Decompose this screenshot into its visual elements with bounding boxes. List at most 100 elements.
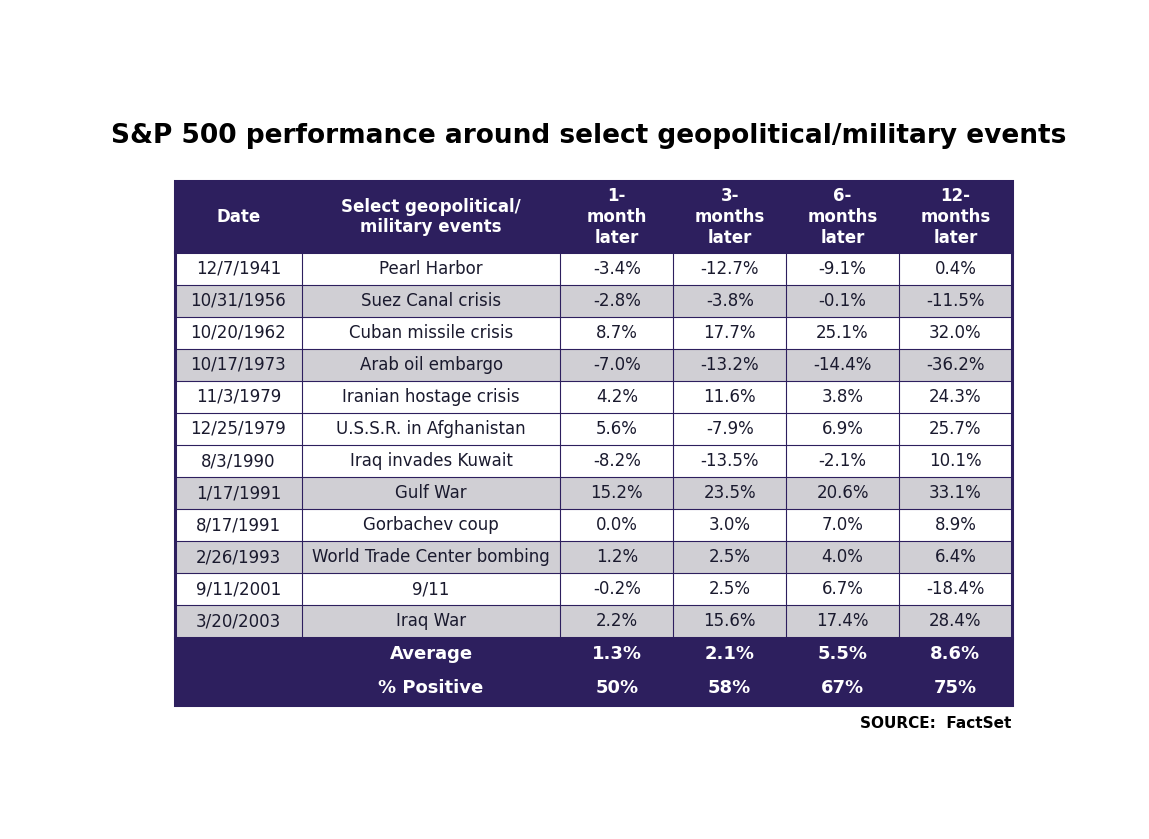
Text: 25.7%: 25.7% xyxy=(930,420,981,438)
Bar xyxy=(175,181,302,253)
Text: Gulf War: Gulf War xyxy=(395,484,466,503)
Text: 12/25/1979: 12/25/1979 xyxy=(191,420,286,438)
Bar xyxy=(302,349,561,381)
Text: 10/20/1962: 10/20/1962 xyxy=(191,324,286,341)
Text: -0.2%: -0.2% xyxy=(593,581,641,598)
Bar xyxy=(175,541,302,573)
Text: 32.0%: 32.0% xyxy=(930,324,981,341)
Bar xyxy=(302,573,561,606)
Text: 1.3%: 1.3% xyxy=(592,645,642,664)
Bar xyxy=(175,381,302,413)
Text: 1.2%: 1.2% xyxy=(596,549,638,566)
Text: 6.4%: 6.4% xyxy=(934,549,977,566)
Bar xyxy=(302,477,561,509)
Text: 33.1%: 33.1% xyxy=(930,484,981,503)
Text: 2.5%: 2.5% xyxy=(709,581,750,598)
Bar xyxy=(175,413,302,445)
Text: -7.9%: -7.9% xyxy=(705,420,754,438)
Bar xyxy=(561,284,673,316)
Bar xyxy=(561,671,673,705)
Bar xyxy=(302,606,561,638)
Bar xyxy=(899,671,1012,705)
Bar xyxy=(673,477,786,509)
Bar xyxy=(175,573,302,606)
Bar xyxy=(175,477,302,509)
Text: 15.2%: 15.2% xyxy=(591,484,643,503)
Text: U.S.S.R. in Afghanistan: U.S.S.R. in Afghanistan xyxy=(337,420,526,438)
Bar xyxy=(561,445,673,477)
Bar xyxy=(561,181,673,253)
Text: -0.1%: -0.1% xyxy=(818,292,866,310)
Bar xyxy=(673,349,786,381)
Bar xyxy=(175,445,302,477)
Text: 17.7%: 17.7% xyxy=(703,324,756,341)
Bar xyxy=(673,541,786,573)
Bar xyxy=(899,413,1012,445)
Bar xyxy=(561,316,673,349)
Bar xyxy=(561,477,673,509)
Text: 58%: 58% xyxy=(708,679,751,697)
Text: 8.9%: 8.9% xyxy=(934,516,977,534)
Text: 25.1%: 25.1% xyxy=(816,324,869,341)
Text: 9/11: 9/11 xyxy=(412,581,449,598)
Bar xyxy=(561,541,673,573)
Text: 10.1%: 10.1% xyxy=(930,452,981,470)
Text: 23.5%: 23.5% xyxy=(703,484,756,503)
Text: 12-
months
later: 12- months later xyxy=(920,187,990,247)
Text: -3.4%: -3.4% xyxy=(593,259,641,278)
Bar xyxy=(302,509,561,541)
Bar xyxy=(673,413,786,445)
Bar xyxy=(673,671,786,705)
Text: -13.5%: -13.5% xyxy=(701,452,759,470)
Text: -12.7%: -12.7% xyxy=(701,259,759,278)
Bar xyxy=(899,284,1012,316)
Text: 2/26/1993: 2/26/1993 xyxy=(195,549,280,566)
Text: 17.4%: 17.4% xyxy=(816,612,869,630)
Text: 4.2%: 4.2% xyxy=(596,388,638,406)
Bar xyxy=(786,445,899,477)
Bar xyxy=(175,671,302,705)
Text: 9/11/2001: 9/11/2001 xyxy=(195,581,280,598)
Text: Suez Canal crisis: Suez Canal crisis xyxy=(361,292,501,310)
Text: 4.0%: 4.0% xyxy=(822,549,864,566)
Text: 10/17/1973: 10/17/1973 xyxy=(191,356,286,374)
Text: Pearl Harbor: Pearl Harbor xyxy=(379,259,483,278)
Text: Arab oil embargo: Arab oil embargo xyxy=(360,356,502,374)
Text: 24.3%: 24.3% xyxy=(930,388,981,406)
Text: 10/31/1956: 10/31/1956 xyxy=(191,292,286,310)
Bar xyxy=(899,181,1012,253)
Bar xyxy=(673,253,786,284)
Text: 2.1%: 2.1% xyxy=(704,645,755,664)
Text: Iraq invades Kuwait: Iraq invades Kuwait xyxy=(349,452,512,470)
Bar xyxy=(786,349,899,381)
Bar xyxy=(786,671,899,705)
Text: 1/17/1991: 1/17/1991 xyxy=(195,484,280,503)
Bar xyxy=(673,573,786,606)
Text: Iraq War: Iraq War xyxy=(396,612,466,630)
Bar xyxy=(302,284,561,316)
Text: 8.7%: 8.7% xyxy=(596,324,638,341)
Bar xyxy=(673,381,786,413)
Bar xyxy=(561,253,673,284)
Bar xyxy=(899,253,1012,284)
Bar xyxy=(175,638,302,671)
Text: Average: Average xyxy=(390,645,472,664)
Text: 6.9%: 6.9% xyxy=(822,420,864,438)
Text: Iranian hostage crisis: Iranian hostage crisis xyxy=(342,388,519,406)
Bar xyxy=(561,381,673,413)
Text: -7.0%: -7.0% xyxy=(593,356,641,374)
Bar xyxy=(302,445,561,477)
Bar xyxy=(786,477,899,509)
Bar xyxy=(673,316,786,349)
Bar xyxy=(899,316,1012,349)
Bar xyxy=(899,509,1012,541)
Bar xyxy=(786,509,899,541)
Bar xyxy=(899,381,1012,413)
Text: 5.6%: 5.6% xyxy=(596,420,638,438)
Text: -2.1%: -2.1% xyxy=(818,452,866,470)
Bar xyxy=(561,413,673,445)
Text: 20.6%: 20.6% xyxy=(816,484,869,503)
Text: 0.4%: 0.4% xyxy=(934,259,977,278)
Text: -13.2%: -13.2% xyxy=(701,356,759,374)
Bar xyxy=(175,349,302,381)
